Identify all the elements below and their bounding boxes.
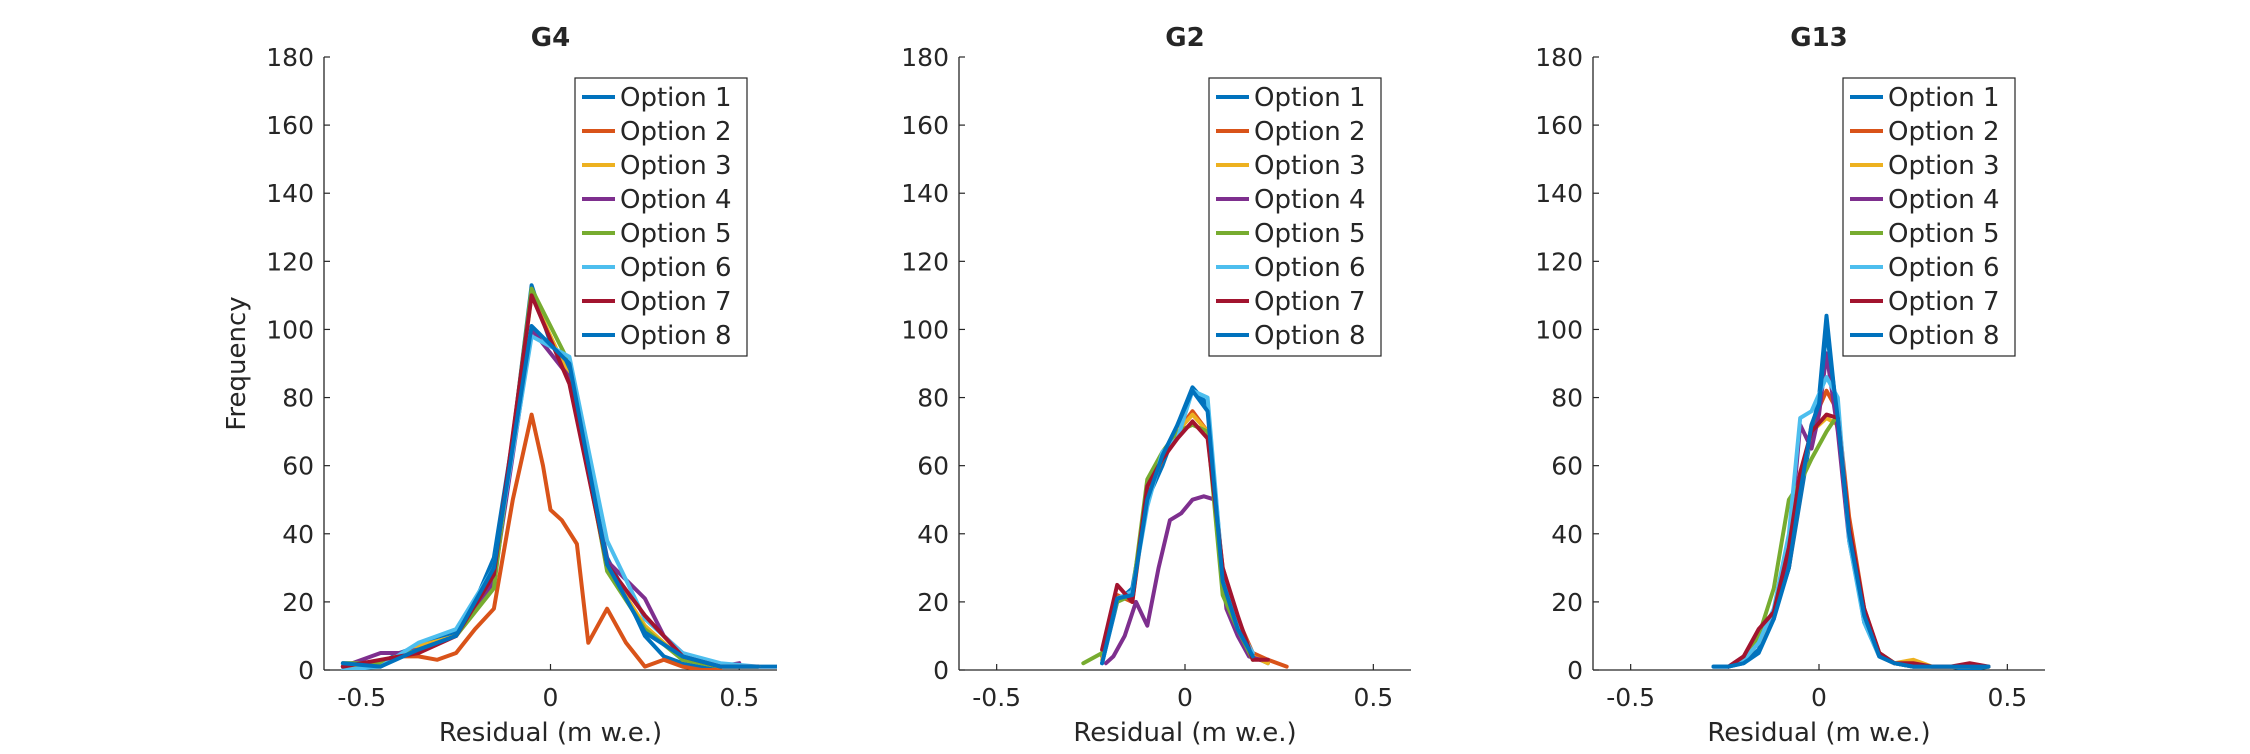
- x-tick-label: 0: [543, 683, 559, 712]
- legend-label: Option 4: [1254, 185, 1366, 215]
- y-tick-label: 0: [1567, 656, 1583, 685]
- y-tick-label: 0: [933, 656, 949, 685]
- legend-label: Option 7: [1888, 287, 2000, 317]
- y-axis-label: Frequency: [222, 296, 252, 430]
- y-tick-label: 120: [1535, 247, 1583, 276]
- x-tick-label: -0.5: [972, 683, 1021, 712]
- y-tick-label: 20: [1551, 588, 1583, 617]
- y-tick-label: 60: [282, 452, 314, 481]
- legend-label: Option 4: [620, 185, 732, 215]
- y-tick-label: 80: [1551, 384, 1583, 413]
- series-line: [1711, 313, 1991, 670]
- series-group: [340, 283, 777, 670]
- x-tick-label: 0.5: [1353, 683, 1393, 712]
- chart-panel: 0 20 40 60 80 100 120 140 160 180 -0.5 0 0.5 G13 Resid…: [1535, 23, 2045, 748]
- legend-box: [1208, 77, 1382, 357]
- series-line: [1711, 327, 1991, 669]
- legend-label: Option 3: [1888, 151, 2000, 181]
- legend-label: Option 3: [620, 151, 732, 181]
- y-tick-label: 40: [917, 520, 949, 549]
- legend-label: Option 4: [1888, 185, 2000, 215]
- legend: Option 1 Option 2 Option 3 Option 4 Option 5…: [574, 77, 748, 357]
- series-line: [340, 412, 723, 670]
- y-tick-label: 160: [266, 111, 314, 140]
- y-tick-label: 140: [1535, 179, 1583, 208]
- y-tick-label: 20: [917, 588, 949, 617]
- x-tick-label: 0: [1811, 683, 1827, 712]
- legend-label: Option 6: [1254, 253, 1366, 283]
- y-tick-label: 180: [1535, 43, 1583, 72]
- legend-label: Option 3: [1254, 151, 1366, 181]
- chart-title: G13: [1790, 23, 1848, 53]
- y-tick-label: 140: [266, 179, 314, 208]
- legend-label: Option 8: [1254, 321, 1366, 351]
- legend-label: Option 7: [1254, 287, 1366, 317]
- y-tick-label: 40: [1551, 520, 1583, 549]
- legend-label: Option 1: [620, 83, 732, 113]
- y-tick-label: 100: [901, 315, 949, 344]
- chart-title: G4: [531, 23, 570, 53]
- y-tick-label: 100: [1535, 315, 1583, 344]
- series-line: [1100, 419, 1270, 662]
- legend-label: Option 8: [620, 321, 732, 351]
- y-tick-label: 160: [1535, 111, 1583, 140]
- y-tick-label: 180: [266, 43, 314, 72]
- legend-label: Option 1: [1888, 83, 2000, 113]
- y-tick-label: 60: [917, 452, 949, 481]
- series-line: [1100, 409, 1289, 669]
- legend-label: Option 2: [1254, 117, 1366, 147]
- legend: Option 1 Option 2 Option 3 Option 4 Option 5…: [1208, 77, 1382, 357]
- y-tick-label: 100: [266, 315, 314, 344]
- x-tick-label: 0.5: [1987, 683, 2027, 712]
- series-group: [1711, 313, 1991, 670]
- legend-label: Option 1: [1254, 83, 1366, 113]
- chart-panel: 0 20 40 60 80 100 120 140 160 180 -0.5 0 0.5 G2 Residu…: [901, 23, 1411, 748]
- series-line: [340, 324, 761, 669]
- series-group: [1081, 385, 1289, 669]
- x-tick-label: -0.5: [1606, 683, 1655, 712]
- series-line: [1103, 494, 1263, 666]
- legend-box: [1842, 77, 2016, 357]
- legend-label: Option 5: [1254, 219, 1366, 249]
- legend-label: Option 5: [620, 219, 732, 249]
- x-tick-label: 0: [1177, 683, 1193, 712]
- legend-label: Option 2: [1888, 117, 2000, 147]
- series-line: [1100, 388, 1255, 666]
- legend: Option 1 Option 2 Option 3 Option 4 Option 5…: [1842, 77, 2016, 357]
- chart-title: G2: [1165, 23, 1204, 53]
- y-tick-label: 60: [1551, 452, 1583, 481]
- legend-label: Option 8: [1888, 321, 2000, 351]
- legend-box: [574, 77, 748, 357]
- y-tick-label: 80: [917, 384, 949, 413]
- x-axis-label: Residual (m w.e.): [439, 718, 662, 748]
- y-tick-label: 160: [901, 111, 949, 140]
- x-tick-label: 0.5: [719, 683, 759, 712]
- y-tick-label: 0: [298, 656, 314, 685]
- y-tick-label: 20: [282, 588, 314, 617]
- y-tick-label: 40: [282, 520, 314, 549]
- x-axis-label: Residual (m w.e.): [1707, 718, 1930, 748]
- chart-panel: 0 20 40 60 80 100 120 140 160 180 -0.5 0 0.5 G4 Residu…: [222, 23, 777, 748]
- legend-label: Option 6: [1888, 253, 2000, 283]
- y-tick-label: 120: [901, 247, 949, 276]
- legend-label: Option 6: [620, 253, 732, 283]
- legend-label: Option 2: [620, 117, 732, 147]
- y-tick-label: 80: [282, 384, 314, 413]
- y-tick-label: 180: [901, 43, 949, 72]
- x-axis-label: Residual (m w.e.): [1073, 718, 1296, 748]
- y-tick-label: 140: [901, 179, 949, 208]
- y-tick-label: 120: [266, 247, 314, 276]
- legend-label: Option 7: [620, 287, 732, 317]
- legend-label: Option 5: [1888, 219, 2000, 249]
- series-line: [340, 327, 742, 669]
- x-tick-label: -0.5: [337, 683, 386, 712]
